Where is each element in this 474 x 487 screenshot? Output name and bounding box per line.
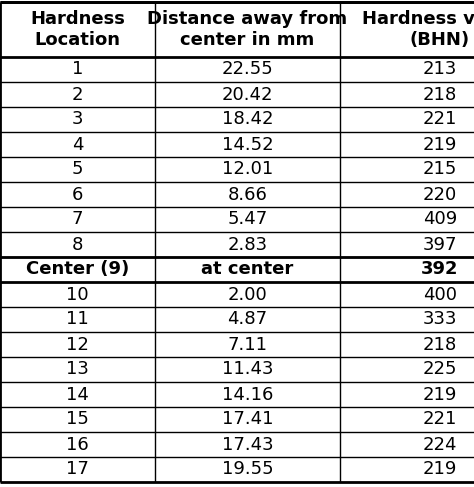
Text: 11: 11 [66, 311, 89, 329]
Text: Distance away from
center in mm: Distance away from center in mm [147, 10, 347, 49]
Text: 22.55: 22.55 [222, 60, 273, 78]
Text: 1: 1 [72, 60, 83, 78]
Text: Hardness value
(BHN): Hardness value (BHN) [362, 10, 474, 49]
Text: 16: 16 [66, 435, 89, 453]
Text: 400: 400 [423, 285, 457, 303]
Text: 2.83: 2.83 [228, 236, 267, 254]
Text: 13: 13 [66, 360, 89, 378]
Text: 7: 7 [72, 210, 83, 228]
Text: 224: 224 [423, 435, 457, 453]
Text: 14.52: 14.52 [222, 135, 273, 153]
Text: 15: 15 [66, 411, 89, 429]
Text: 8: 8 [72, 236, 83, 254]
Text: 409: 409 [423, 210, 457, 228]
Text: 221: 221 [423, 111, 457, 129]
Text: 4.87: 4.87 [228, 311, 267, 329]
Text: 12.01: 12.01 [222, 161, 273, 179]
Text: 7.11: 7.11 [228, 336, 267, 354]
Text: 14: 14 [66, 386, 89, 404]
Text: 12: 12 [66, 336, 89, 354]
Text: 3: 3 [72, 111, 83, 129]
Text: 215: 215 [423, 161, 457, 179]
Text: 5: 5 [72, 161, 83, 179]
Text: 220: 220 [423, 186, 457, 204]
Text: 10: 10 [66, 285, 89, 303]
Text: 333: 333 [423, 311, 457, 329]
Text: Hardness
Location: Hardness Location [30, 10, 125, 49]
Text: 2.00: 2.00 [228, 285, 267, 303]
Text: 8.66: 8.66 [228, 186, 267, 204]
Text: 17: 17 [66, 461, 89, 479]
Text: 218: 218 [423, 86, 457, 104]
Text: 14.16: 14.16 [222, 386, 273, 404]
Text: 19.55: 19.55 [222, 461, 273, 479]
Text: 392: 392 [421, 261, 459, 279]
Text: 11.43: 11.43 [222, 360, 273, 378]
Text: 20.42: 20.42 [222, 86, 273, 104]
Text: 2: 2 [72, 86, 83, 104]
Text: 219: 219 [423, 386, 457, 404]
Text: 17.41: 17.41 [222, 411, 273, 429]
Text: Center (9): Center (9) [26, 261, 129, 279]
Text: 18.42: 18.42 [222, 111, 273, 129]
Text: 6: 6 [72, 186, 83, 204]
Text: 397: 397 [423, 236, 457, 254]
Text: 219: 219 [423, 461, 457, 479]
Text: 221: 221 [423, 411, 457, 429]
Text: 218: 218 [423, 336, 457, 354]
Text: at center: at center [201, 261, 293, 279]
Text: 213: 213 [423, 60, 457, 78]
Text: 4: 4 [72, 135, 83, 153]
Text: 219: 219 [423, 135, 457, 153]
Text: 5.47: 5.47 [228, 210, 268, 228]
Text: 17.43: 17.43 [222, 435, 273, 453]
Text: 225: 225 [423, 360, 457, 378]
